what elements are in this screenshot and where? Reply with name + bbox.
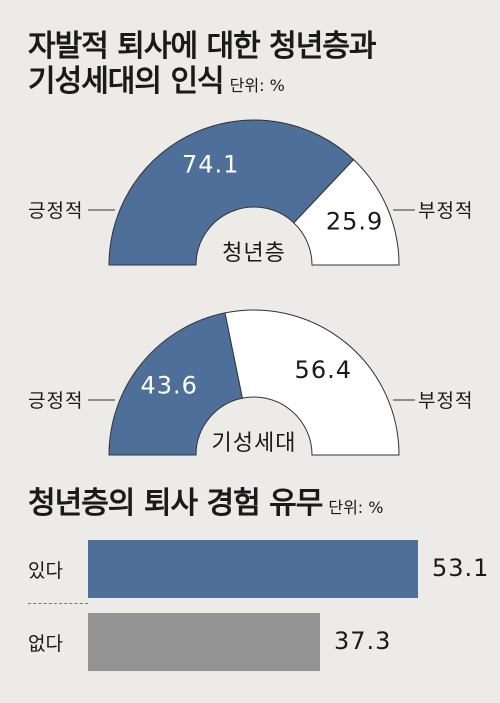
data-label-positive: 43.6 bbox=[140, 372, 197, 400]
bar-data-label: 37.3 bbox=[334, 627, 392, 655]
donut-segment-negative bbox=[224, 309, 400, 456]
bar-mark bbox=[88, 613, 320, 671]
chart-title-line1: 자발적 퇴사에 대한 청년층과 bbox=[28, 29, 377, 64]
section2-title-text: 청년층의 퇴사 경험 유무 bbox=[28, 486, 323, 521]
donut-segment-positive bbox=[108, 312, 244, 456]
bar-category-label: 없다 bbox=[28, 633, 63, 655]
category-label-negative: 부정적 bbox=[418, 200, 473, 222]
unit-label: 단위: % bbox=[229, 75, 285, 95]
chart-title: 자발적 퇴사에 대한 청년층과 기성세대의 인식 단위: % bbox=[28, 29, 377, 99]
bar-category-label: 있다 bbox=[28, 560, 63, 582]
bar-data-label: 53.1 bbox=[432, 554, 490, 582]
data-label-negative: 56.4 bbox=[295, 356, 352, 384]
donut-segment-negative bbox=[293, 158, 400, 266]
donut-segment-positive bbox=[108, 119, 355, 266]
donut-center-label: 청년층 bbox=[222, 241, 286, 266]
bar-mark bbox=[88, 540, 418, 598]
data-label-negative: 25.9 bbox=[326, 208, 383, 236]
section2-title: 청년층의 퇴사 경험 유무 단위: % bbox=[28, 486, 384, 522]
row-divider bbox=[28, 603, 88, 604]
donut-center-label: 기성세대 bbox=[212, 431, 297, 456]
unit-label-2: 단위: % bbox=[328, 498, 384, 517]
category-label-negative: 부정적 bbox=[418, 390, 473, 412]
category-label-positive: 긍정적 bbox=[28, 390, 83, 412]
category-label-positive: 긍정적 bbox=[28, 200, 83, 222]
data-label-positive: 74.1 bbox=[182, 150, 239, 178]
chart-title-line2: 기성세대의 인식 bbox=[28, 63, 225, 99]
